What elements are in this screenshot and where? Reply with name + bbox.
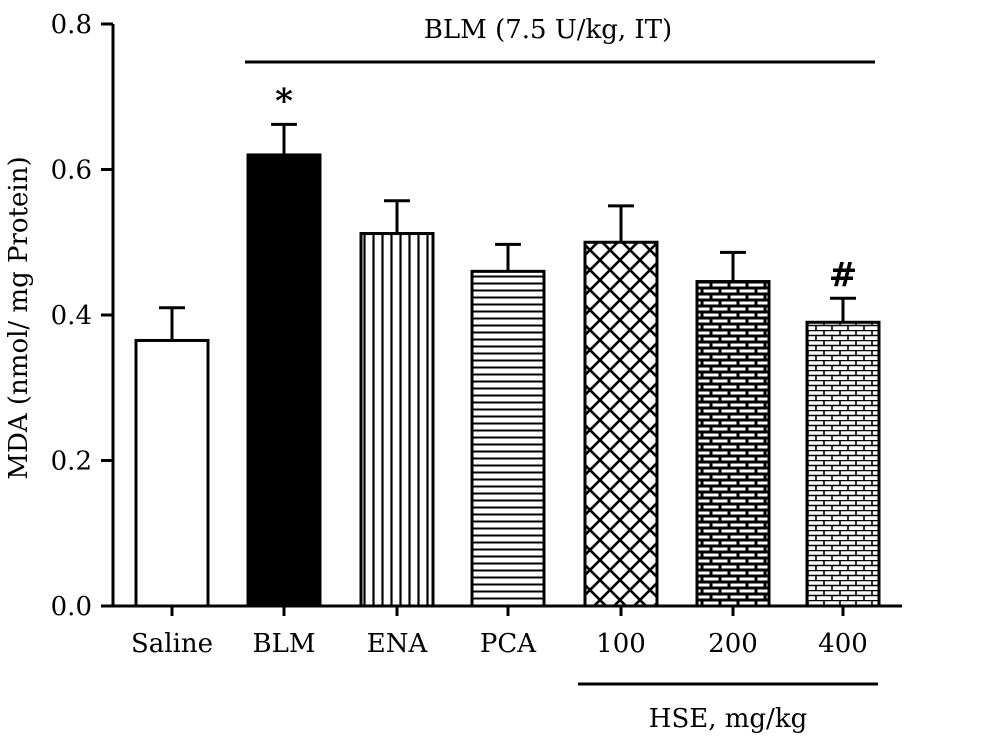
bar-pca xyxy=(470,269,546,608)
bar-blm xyxy=(246,153,322,608)
bar-400 xyxy=(805,320,881,608)
top-bracket-label: BLM (7.5 U/kg, IT) xyxy=(424,15,672,45)
x-tick-label: Saline xyxy=(131,629,213,659)
bars: *# xyxy=(134,81,881,616)
x-tick-label: ENA xyxy=(367,629,429,659)
y-ticks: 0.0 0.2 0.4 0.6 0.8 xyxy=(51,10,113,622)
x-tick-label: BLM xyxy=(253,629,316,659)
bar-200 xyxy=(695,280,771,608)
y-tick-label: 0.4 xyxy=(51,301,92,331)
bottom-bracket-label: HSE, mg/kg xyxy=(649,704,807,734)
bar-100 xyxy=(583,240,659,608)
x-tick-label: PCA xyxy=(480,629,537,659)
y-axis-label: MDA (nmol/ mg Protein) xyxy=(4,156,34,479)
bar-ena xyxy=(359,232,435,608)
bar-saline xyxy=(134,338,210,608)
significance-mark: # xyxy=(829,255,858,295)
x-tick-label: 100 xyxy=(596,629,646,659)
significance-mark: * xyxy=(275,81,293,121)
y-tick-label: 0.6 xyxy=(51,156,92,186)
y-tick-label: 0.2 xyxy=(51,447,92,477)
x-tick-label: 400 xyxy=(818,629,868,659)
x-tick-label: 200 xyxy=(708,629,758,659)
y-tick-label: 0.8 xyxy=(51,10,92,40)
x-labels: Saline BLM ENA PCA 100 200 400 xyxy=(131,629,868,659)
y-tick-label: 0.0 xyxy=(51,592,92,622)
